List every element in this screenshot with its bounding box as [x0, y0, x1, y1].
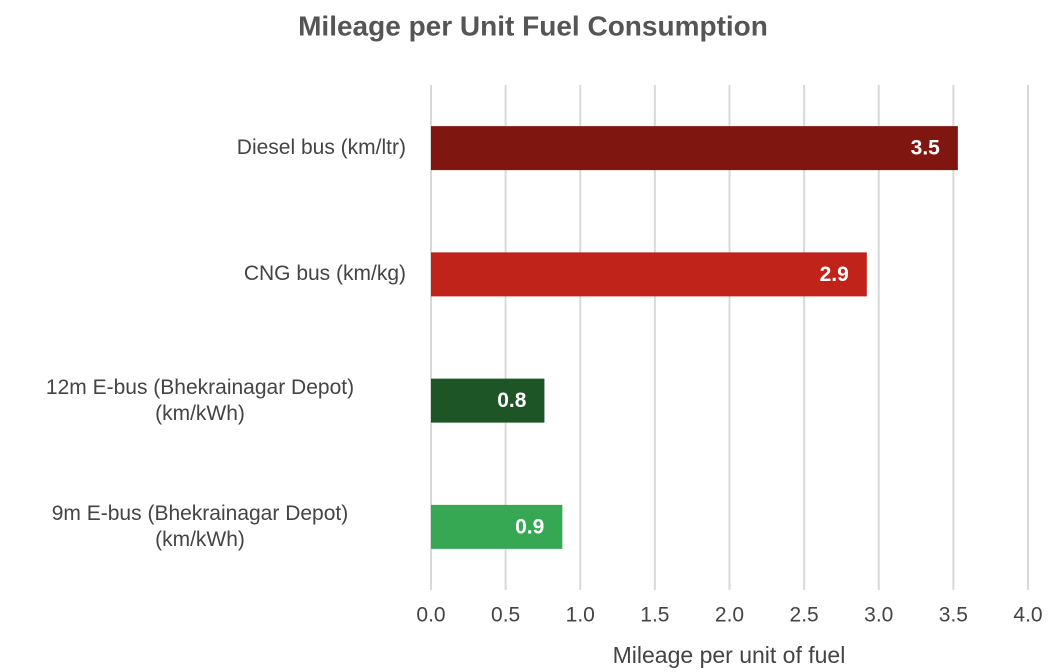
y-tick-label: CNG bus (km/kg): [243, 262, 406, 286]
bar: [431, 504, 563, 549]
x-tick-label: 1.0: [566, 604, 595, 627]
x-axis-label: Mileage per unit of fuel: [613, 642, 846, 668]
x-tick-label: 0.0: [416, 604, 445, 627]
value-label: 0.9: [515, 515, 544, 538]
value-label: 3.5: [911, 137, 941, 160]
x-tick-label: 2.5: [790, 604, 819, 627]
y-tick-label: Diesel bus (km/ltr): [236, 136, 406, 160]
bar: [431, 252, 867, 297]
chart-title: Mileage per Unit Fuel Consumption: [298, 10, 768, 41]
y-tick-label: 12m E-bus (Bhekrainagar Depot) (km/kWh): [45, 375, 355, 425]
bar: [431, 378, 545, 423]
x-tick-label: 4.0: [1013, 604, 1042, 627]
x-tick-label: 3.5: [939, 604, 968, 627]
value-label: 0.8: [497, 389, 527, 412]
x-tick-label: 0.5: [491, 604, 520, 627]
x-tick-label: 2.0: [715, 604, 744, 627]
x-tick-label: 3.0: [864, 604, 893, 627]
bar: [431, 126, 958, 171]
value-label: 2.9: [820, 263, 849, 286]
x-tick-label: 1.5: [640, 604, 669, 627]
y-tick-label: 9m E-bus (Bhekrainagar Depot) (km/kWh): [51, 501, 349, 551]
